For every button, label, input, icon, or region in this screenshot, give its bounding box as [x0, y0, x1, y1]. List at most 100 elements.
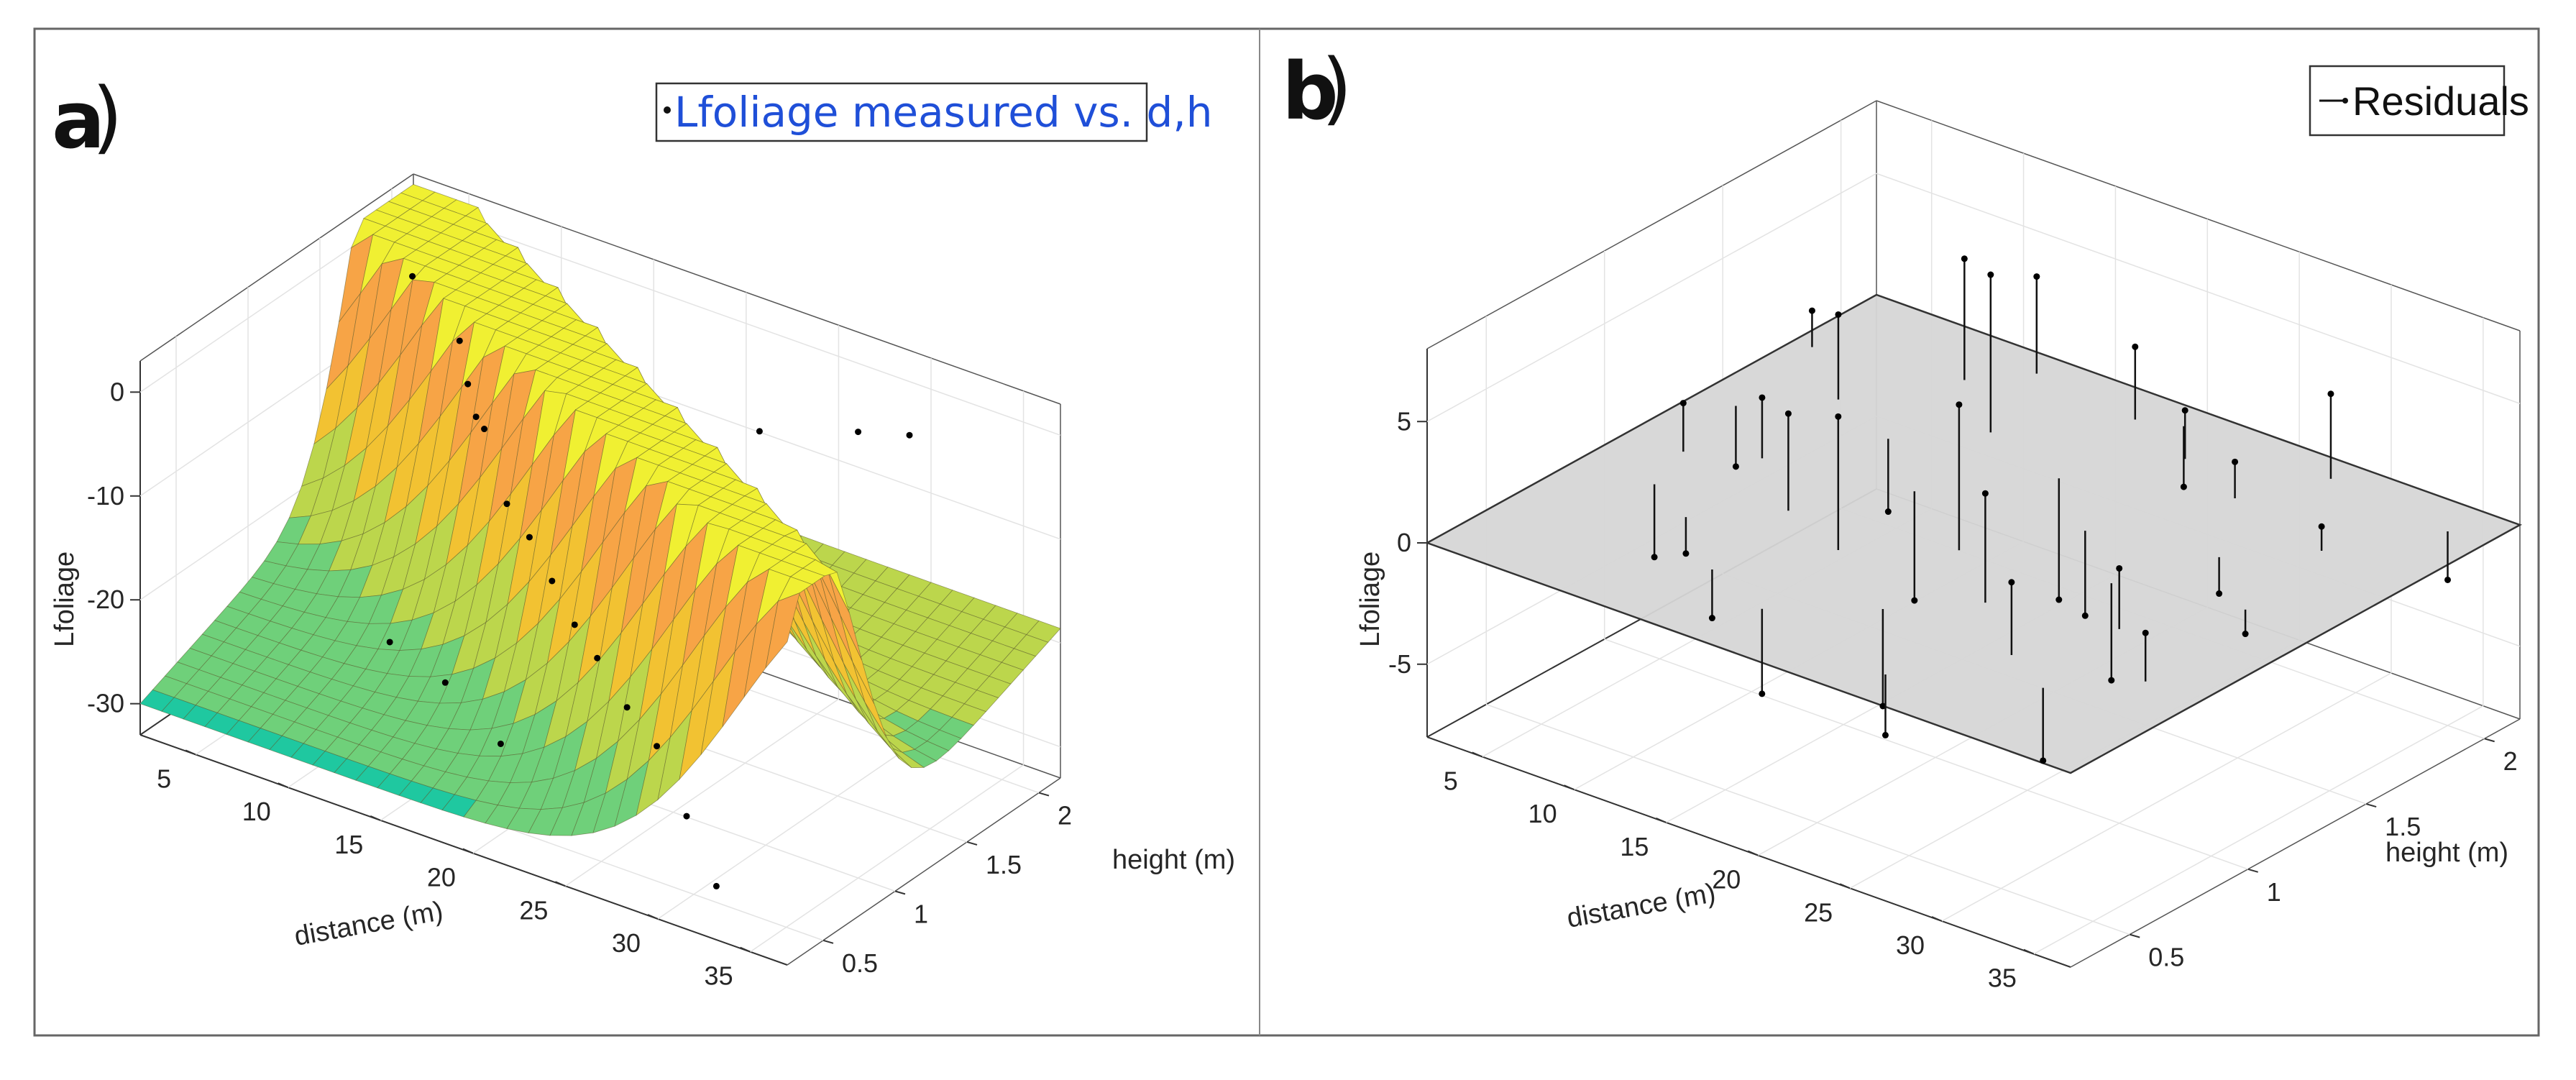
- panel-a-y-tick-mark: [822, 939, 834, 944]
- panel-a-top-edge: [139, 173, 414, 362]
- panel-b-residual-point: [1759, 394, 1766, 401]
- panel-b-ylabel: height (m): [2385, 838, 2508, 868]
- panel-b-residual-point: [2327, 390, 2334, 398]
- panel-b-residual-point: [1961, 255, 1968, 262]
- panel-b-top-edge: [1426, 100, 1877, 349]
- panel-a-x-tick-mark: [740, 946, 751, 953]
- panel-b-residual-point: [1881, 731, 1889, 738]
- panel-b-grid-y: [1604, 639, 2248, 870]
- panel-b-top-edge: [1876, 100, 2521, 331]
- panel-a-measured-point: [712, 882, 720, 889]
- panel-a-y-tick-mark: [966, 841, 978, 846]
- panel-b-residual-point: [2142, 629, 2149, 636]
- panel-a-grid-x: [750, 764, 1024, 953]
- panel-a-x-tick-label: 15: [334, 830, 363, 859]
- panel-a-x-tick-label: 30: [612, 928, 641, 958]
- panel-a-measured-points: [386, 273, 913, 889]
- panel-a-grid-x: [657, 731, 932, 920]
- panel-b-residual-point: [2033, 273, 2040, 280]
- panel-b-residual-point: [2040, 757, 2047, 764]
- panel-b-residual-point: [1987, 271, 1994, 278]
- panel-a-legend-box: [655, 82, 1148, 142]
- panel-b-residual-point: [1651, 554, 1658, 561]
- panel-b-residual-point: [1679, 400, 1687, 407]
- figure-border: [33, 27, 2540, 1037]
- panel-b-residual-point: [1835, 311, 1842, 318]
- panel-b-z-tick-label: 5: [1397, 406, 1411, 436]
- panel-b-x-tick-mark: [2023, 948, 2035, 955]
- panel-b-residual-point: [2444, 576, 2452, 583]
- panel-a-measured-point: [623, 704, 631, 711]
- panel-b-grid-y: [1485, 703, 2130, 935]
- panel-a-measured-point: [503, 500, 510, 508]
- panel-b-residual-point: [1884, 508, 1892, 516]
- panel-b-x-tick-mark: [1931, 916, 1943, 922]
- panel-a-grid-z: [413, 204, 1061, 436]
- panel-b-y-tick-mark: [2129, 933, 2140, 938]
- panel-b-xlabel: distance (m): [1564, 878, 1718, 934]
- panel-b-legend-marker-dot: [2342, 98, 2348, 104]
- panel-a-paren: ): [92, 70, 123, 163]
- panel-b-zlabel: Lfoliage: [1355, 552, 1385, 647]
- panel-b-residual-point: [2181, 407, 2188, 414]
- panel-a-x-tick-label: 35: [705, 961, 733, 991]
- panel-b-x-tick-label: 35: [1988, 964, 2017, 993]
- panel-b-grid-z: [1426, 173, 1877, 422]
- panel-a-x-tick-mark: [185, 749, 196, 756]
- panel-b-residual-point: [1835, 413, 1842, 420]
- panel-b-y-tick-label: 0.5: [2148, 943, 2184, 972]
- panel-a-x-tick-mark: [278, 782, 289, 789]
- panel-a-measured-point: [594, 654, 601, 662]
- panel-b-residual-point: [2180, 483, 2187, 490]
- panel-b-x-tick-label: 30: [1896, 930, 1925, 960]
- panel-b-residual-point: [1682, 550, 1690, 557]
- panel-a-z-tick-label: -10: [87, 481, 124, 511]
- panel-b-y-tick-mark: [2365, 803, 2377, 807]
- panel-a-measured-point: [456, 337, 463, 344]
- panel-a-measured-point: [571, 621, 578, 628]
- panel-a-y-tick-label: 0.5: [842, 948, 878, 978]
- panel-a-measured-point: [526, 534, 533, 541]
- panel-a-xlabel: distance (m): [292, 896, 445, 952]
- panel-b-residual-point: [2232, 458, 2239, 465]
- panel-a-measured-point: [409, 273, 416, 280]
- panel-b-zero-plane: [1424, 293, 2523, 774]
- panel-a-x-tick-mark: [462, 848, 474, 854]
- panel-b-grid-x: [2033, 705, 2484, 955]
- panel-b-residual-point: [1808, 307, 1815, 314]
- panel-a-measured-point: [683, 813, 690, 820]
- panel-b-x-tick-label: 15: [1620, 832, 1649, 861]
- panel-a-measured-point: [497, 740, 504, 747]
- panel-a-top-edge: [413, 173, 1061, 405]
- panel-b-legend: Residuals: [2309, 65, 2529, 137]
- panel-a-y-tick-label: 2: [1058, 801, 1072, 830]
- panel-a-zlabel: Lfoliage: [50, 552, 80, 647]
- panel-b-y-tick-label: 2: [2503, 746, 2518, 776]
- panel-b-y-tick-mark: [2484, 738, 2495, 743]
- panel-b-residual-stems: [1651, 255, 2452, 764]
- panel-a-x-tick-label: 25: [519, 895, 548, 925]
- panel-a-measured-point: [481, 426, 488, 433]
- panel-a-measured-point: [441, 679, 449, 686]
- panel-b-residual-point: [2132, 343, 2139, 350]
- panel-b-x-tick-label: 10: [1528, 799, 1557, 828]
- panel-a-z-tick-label: -20: [87, 585, 124, 614]
- panel-a-back-edge: [787, 777, 1061, 966]
- panel-b-residual-point: [1708, 615, 1715, 622]
- panel-b-residual-point: [1911, 597, 1918, 604]
- panel-a-y-tick-label: 1.5: [986, 850, 1022, 879]
- panel-a-measured-point: [756, 428, 763, 435]
- panel-b-paren: ): [1321, 42, 1352, 134]
- panel-a-measured-point: [906, 431, 913, 439]
- panel-a-z-tick-label: 0: [110, 377, 124, 406]
- panel-b-residual-point: [2216, 590, 2223, 598]
- panel-a-measured-point: [855, 429, 862, 436]
- panel-b-legend-text: Residuals: [2352, 78, 2529, 124]
- panel-a-y-tick-mark: [894, 890, 906, 895]
- panel-b-x-tick-mark: [1472, 751, 1483, 758]
- panel-a-z-tick-label: -30: [87, 689, 124, 718]
- panel-a-measured-point: [464, 380, 472, 388]
- panel-b-label: b: [1282, 45, 1339, 137]
- panel-b-residual-point: [2081, 612, 2089, 619]
